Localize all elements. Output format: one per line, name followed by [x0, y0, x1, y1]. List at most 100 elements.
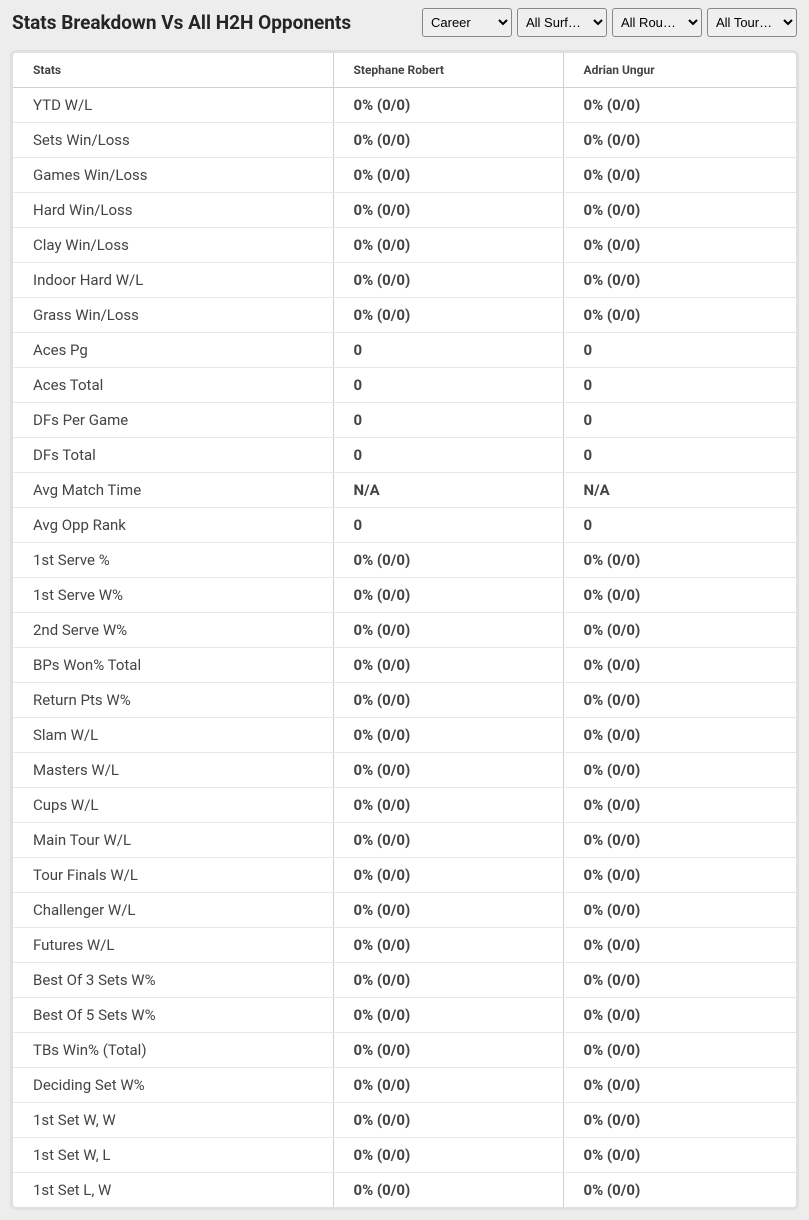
player2-value: 0% (0/0) — [563, 88, 796, 123]
player1-value: 0% (0/0) — [333, 788, 563, 823]
player2-value: 0% (0/0) — [563, 1068, 796, 1103]
stat-label: Indoor Hard W/L — [13, 263, 333, 298]
stat-label: 1st Serve W% — [13, 578, 333, 613]
stat-label: DFs Total — [13, 438, 333, 473]
player1-value: 0% (0/0) — [333, 578, 563, 613]
player1-value: 0% (0/0) — [333, 928, 563, 963]
stat-label: Aces Total — [13, 368, 333, 403]
player2-value: 0% (0/0) — [563, 753, 796, 788]
player2-value: 0% (0/0) — [563, 123, 796, 158]
player1-value: 0% (0/0) — [333, 1103, 563, 1138]
player2-value: 0% (0/0) — [563, 648, 796, 683]
table-row: Masters W/L0% (0/0)0% (0/0) — [13, 753, 796, 788]
player2-value: 0 — [563, 508, 796, 543]
stat-label: Games Win/Loss — [13, 158, 333, 193]
tournament-select[interactable]: All Tour… — [707, 8, 797, 37]
stat-label: Deciding Set W% — [13, 1068, 333, 1103]
table-row: Avg Opp Rank00 — [13, 508, 796, 543]
stat-label: Avg Match Time — [13, 473, 333, 508]
table-row: Best Of 3 Sets W%0% (0/0)0% (0/0) — [13, 963, 796, 998]
stat-label: Challenger W/L — [13, 893, 333, 928]
table-row: Challenger W/L0% (0/0)0% (0/0) — [13, 893, 796, 928]
column-header-player1: Stephane Robert — [333, 53, 563, 88]
player1-value: 0% (0/0) — [333, 88, 563, 123]
stat-label: YTD W/L — [13, 88, 333, 123]
player2-value: 0% (0/0) — [563, 1138, 796, 1173]
table-body: YTD W/L0% (0/0)0% (0/0)Sets Win/Loss0% (… — [13, 88, 796, 1208]
table-row: 1st Set L, W0% (0/0)0% (0/0) — [13, 1173, 796, 1208]
table-row: 1st Serve W%0% (0/0)0% (0/0) — [13, 578, 796, 613]
player2-value: 0% (0/0) — [563, 683, 796, 718]
stat-label: Cups W/L — [13, 788, 333, 823]
column-header-stats: Stats — [13, 53, 333, 88]
stat-label: 1st Serve % — [13, 543, 333, 578]
stat-label: Main Tour W/L — [13, 823, 333, 858]
table-row: Slam W/L0% (0/0)0% (0/0) — [13, 718, 796, 753]
player2-value: N/A — [563, 473, 796, 508]
player1-value: 0 — [333, 438, 563, 473]
table-row: 1st Set W, L0% (0/0)0% (0/0) — [13, 1138, 796, 1173]
stat-label: Hard Win/Loss — [13, 193, 333, 228]
player2-value: 0% (0/0) — [563, 1103, 796, 1138]
player1-value: 0% (0/0) — [333, 823, 563, 858]
table-row: Grass Win/Loss0% (0/0)0% (0/0) — [13, 298, 796, 333]
stat-label: 1st Set W, W — [13, 1103, 333, 1138]
table-row: Aces Pg00 — [13, 333, 796, 368]
table-row: 1st Set W, W0% (0/0)0% (0/0) — [13, 1103, 796, 1138]
stat-label: Grass Win/Loss — [13, 298, 333, 333]
stat-label: DFs Per Game — [13, 403, 333, 438]
player1-value: 0% (0/0) — [333, 1068, 563, 1103]
table-row: TBs Win% (Total)0% (0/0)0% (0/0) — [13, 1033, 796, 1068]
player1-value: 0 — [333, 403, 563, 438]
player2-value: 0% (0/0) — [563, 788, 796, 823]
stat-label: TBs Win% (Total) — [13, 1033, 333, 1068]
table-row: Games Win/Loss0% (0/0)0% (0/0) — [13, 158, 796, 193]
player2-value: 0% (0/0) — [563, 858, 796, 893]
player1-value: 0% (0/0) — [333, 228, 563, 263]
stat-label: BPs Won% Total — [13, 648, 333, 683]
round-select[interactable]: All Rou… — [612, 8, 702, 37]
player2-value: 0 — [563, 368, 796, 403]
player1-value: 0% (0/0) — [333, 298, 563, 333]
player1-value: 0% (0/0) — [333, 893, 563, 928]
stat-label: Slam W/L — [13, 718, 333, 753]
stat-label: Best Of 3 Sets W% — [13, 963, 333, 998]
player1-value: 0% (0/0) — [333, 683, 563, 718]
player1-value: 0% (0/0) — [333, 263, 563, 298]
player1-value: 0% (0/0) — [333, 613, 563, 648]
table-row: DFs Total00 — [13, 438, 796, 473]
table-row: Return Pts W%0% (0/0)0% (0/0) — [13, 683, 796, 718]
player2-value: 0% (0/0) — [563, 193, 796, 228]
table-row: Aces Total00 — [13, 368, 796, 403]
player2-value: 0% (0/0) — [563, 963, 796, 998]
header-bar: Stats Breakdown Vs All H2H Opponents Car… — [0, 0, 809, 45]
table-row: 2nd Serve W%0% (0/0)0% (0/0) — [13, 613, 796, 648]
table-row: Main Tour W/L0% (0/0)0% (0/0) — [13, 823, 796, 858]
table-row: Deciding Set W%0% (0/0)0% (0/0) — [13, 1068, 796, 1103]
player2-value: 0% (0/0) — [563, 1173, 796, 1208]
period-select[interactable]: Career — [422, 8, 512, 37]
table-row: Indoor Hard W/L0% (0/0)0% (0/0) — [13, 263, 796, 298]
stat-label: 1st Set L, W — [13, 1173, 333, 1208]
player2-value: 0% (0/0) — [563, 578, 796, 613]
player1-value: 0 — [333, 508, 563, 543]
stat-label: Masters W/L — [13, 753, 333, 788]
player2-value: 0% (0/0) — [563, 998, 796, 1033]
stat-label: Avg Opp Rank — [13, 508, 333, 543]
surface-select[interactable]: All Surf… — [517, 8, 607, 37]
player1-value: 0% (0/0) — [333, 158, 563, 193]
player1-value: 0% (0/0) — [333, 1138, 563, 1173]
stat-label: Clay Win/Loss — [13, 228, 333, 263]
player2-value: 0% (0/0) — [563, 928, 796, 963]
table-row: Clay Win/Loss0% (0/0)0% (0/0) — [13, 228, 796, 263]
player2-value: 0 — [563, 438, 796, 473]
table-row: Cups W/L0% (0/0)0% (0/0) — [13, 788, 796, 823]
stat-label: Sets Win/Loss — [13, 123, 333, 158]
player1-value: 0% (0/0) — [333, 998, 563, 1033]
player1-value: 0 — [333, 333, 563, 368]
stat-label: Best Of 5 Sets W% — [13, 998, 333, 1033]
player1-value: 0% (0/0) — [333, 858, 563, 893]
player1-value: 0% (0/0) — [333, 718, 563, 753]
player1-value: 0% (0/0) — [333, 193, 563, 228]
player1-value: 0 — [333, 368, 563, 403]
